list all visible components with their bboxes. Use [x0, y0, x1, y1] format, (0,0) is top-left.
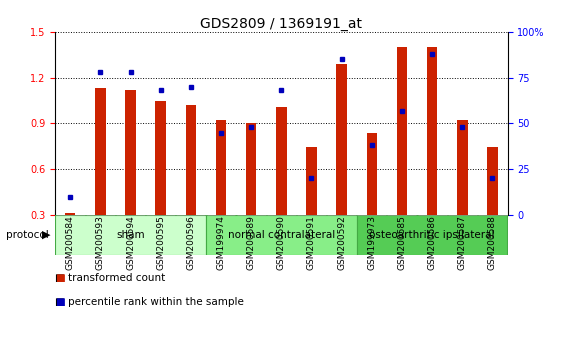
Bar [367, 132, 377, 215]
Text: ■: ■ [55, 297, 65, 307]
Text: ■ percentile rank within the sample: ■ percentile rank within the sample [55, 297, 244, 307]
Text: GSM200594: GSM200594 [126, 215, 135, 270]
Text: GSM200595: GSM200595 [156, 215, 165, 270]
FancyBboxPatch shape [206, 215, 357, 255]
Text: sham: sham [116, 230, 145, 240]
Text: GSM200591: GSM200591 [307, 215, 316, 270]
FancyBboxPatch shape [357, 215, 508, 255]
Text: normal contralateral: normal contralateral [228, 230, 335, 240]
Text: GSM200586: GSM200586 [427, 215, 437, 270]
Bar [457, 120, 467, 215]
Bar [276, 107, 287, 215]
Text: GSM200585: GSM200585 [397, 215, 407, 270]
Text: osteoarthritic ipsilateral: osteoarthritic ipsilateral [369, 230, 495, 240]
Bar [487, 147, 498, 215]
Bar [246, 122, 256, 215]
FancyBboxPatch shape [55, 215, 206, 255]
Bar [336, 64, 347, 215]
Bar [95, 88, 106, 215]
Bar [397, 47, 407, 215]
Text: GSM200592: GSM200592 [337, 215, 346, 270]
Text: ■: ■ [55, 273, 65, 282]
Bar [186, 105, 196, 215]
Text: GSM200587: GSM200587 [458, 215, 467, 270]
Text: ▶: ▶ [42, 230, 51, 240]
Bar [216, 120, 226, 215]
Text: GSM200588: GSM200588 [488, 215, 497, 270]
Text: GSM200596: GSM200596 [186, 215, 195, 270]
Title: GDS2809 / 1369191_at: GDS2809 / 1369191_at [200, 17, 362, 31]
Bar [125, 90, 136, 215]
Bar [65, 213, 75, 215]
Text: ■ transformed count: ■ transformed count [55, 273, 165, 282]
Text: GSM200589: GSM200589 [246, 215, 256, 270]
Text: GSM199974: GSM199974 [216, 215, 226, 270]
Text: GSM200593: GSM200593 [96, 215, 105, 270]
Text: GSM199973: GSM199973 [367, 215, 376, 270]
Text: protocol: protocol [6, 230, 49, 240]
Text: GSM200590: GSM200590 [277, 215, 286, 270]
Text: GSM200584: GSM200584 [66, 215, 75, 270]
Bar [427, 47, 437, 215]
Bar [306, 147, 317, 215]
Bar [155, 101, 166, 215]
